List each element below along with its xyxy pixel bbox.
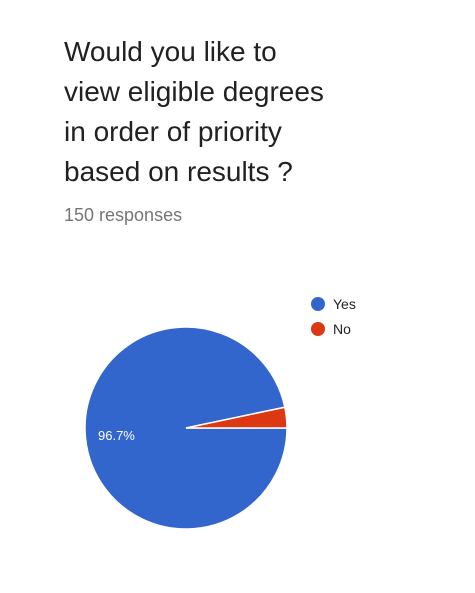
pie-slice-no[interactable] bbox=[185, 406, 288, 429]
response-count: 150 responses bbox=[64, 205, 183, 225]
legend-item-yes[interactable]: Yes bbox=[311, 291, 356, 316]
question-line: Would you like to bbox=[64, 36, 277, 67]
question-title: Would you like to view eligible degrees … bbox=[64, 32, 424, 192]
pie-data-label-yes: 96.7% bbox=[98, 428, 135, 443]
question-line: in order of priority bbox=[64, 116, 282, 147]
legend: Yes No bbox=[311, 291, 356, 341]
legend-swatch-no bbox=[311, 321, 325, 336]
question-line: based on results ? bbox=[64, 156, 293, 187]
legend-item-no[interactable]: No bbox=[311, 316, 356, 341]
question-line: view eligible degrees bbox=[64, 76, 324, 107]
legend-label-yes: Yes bbox=[333, 295, 356, 312]
legend-label-no: No bbox=[333, 320, 351, 337]
legend-swatch-yes bbox=[311, 296, 325, 311]
